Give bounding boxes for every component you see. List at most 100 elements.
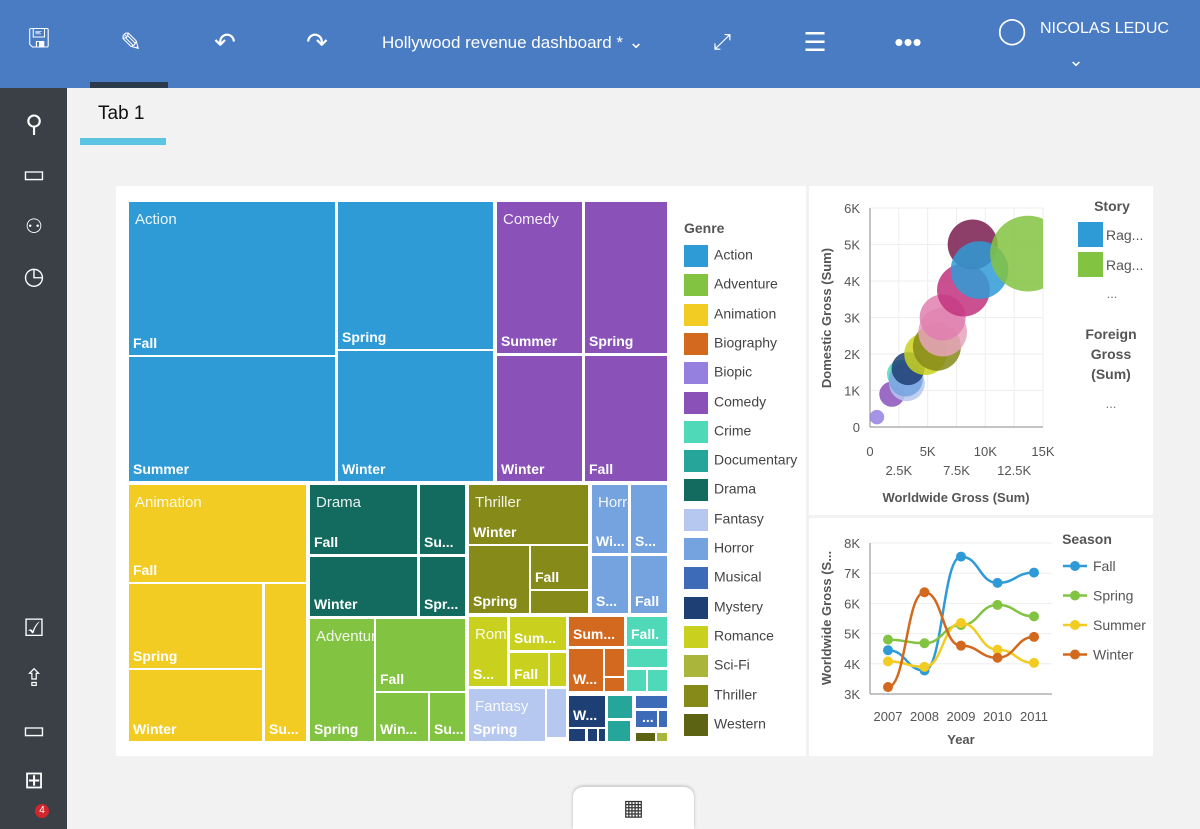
treemap-tile-animation[interactable]: Spring bbox=[129, 584, 262, 668]
treemap-tile-romance[interactable]: Sum... bbox=[510, 617, 566, 650]
legend-item[interactable]: Fantasy bbox=[684, 508, 764, 531]
treemap-tile-drama[interactable]: Spr... bbox=[420, 557, 465, 616]
treemap-tile-musical[interactable] bbox=[636, 696, 667, 708]
treemap-tile-crime[interactable] bbox=[648, 670, 667, 691]
search-icon[interactable]: ⚲ bbox=[25, 110, 43, 138]
treemap-tile-crime[interactable] bbox=[627, 670, 646, 691]
treemap-tile-horror[interactable]: S... bbox=[592, 556, 628, 613]
legend-item[interactable]: Musical bbox=[684, 567, 761, 590]
legend-item[interactable]: Biopic bbox=[684, 362, 752, 385]
legend-swatch bbox=[684, 274, 708, 297]
treemap-tile-action[interactable]: Summer bbox=[129, 357, 335, 481]
sliders-icon[interactable]: ☰ bbox=[803, 26, 827, 57]
treemap-tile-comedy[interactable]: Spring bbox=[585, 202, 667, 353]
folder-icon[interactable]: ▭ bbox=[22, 160, 46, 188]
user-chevron-icon[interactable]: ⌄ bbox=[1068, 49, 1084, 70]
save-icon[interactable]: 🖫 bbox=[27, 23, 51, 53]
comment-icon[interactable]: ▭ bbox=[22, 716, 46, 744]
tile-label: Winter bbox=[133, 721, 177, 737]
treemap-tile-fantasy[interactable]: Fantasy Spring bbox=[469, 689, 545, 741]
legend-label: Crime bbox=[714, 422, 752, 439]
treemap-tile-fantasy[interactable] bbox=[547, 689, 566, 737]
treemap-tile-western[interactable] bbox=[636, 733, 655, 741]
table-icon[interactable]: ▦ bbox=[573, 787, 694, 829]
treemap-tile-adventure[interactable]: Adventure Spring bbox=[310, 619, 374, 741]
legend-item[interactable]: Drama bbox=[684, 479, 756, 502]
treemap-tile-horror[interactable]: Fall bbox=[631, 556, 667, 613]
legend-item[interactable]: Thriller bbox=[684, 684, 757, 707]
treemap-tile-musical[interactable] bbox=[659, 711, 667, 727]
treemap-tile-comedy[interactable]: Winter bbox=[497, 356, 582, 481]
tab-1[interactable]: Tab 1 bbox=[98, 103, 145, 124]
legend-item[interactable]: Action bbox=[684, 245, 753, 267]
legend-item[interactable]: Crime bbox=[684, 420, 752, 443]
clock-icon[interactable]: ◷ bbox=[23, 262, 45, 290]
treemap-tile-adventure[interactable]: Su... bbox=[430, 693, 465, 741]
treemap-tile-crime[interactable] bbox=[627, 649, 667, 667]
legend-item[interactable]: Comedy bbox=[684, 391, 766, 414]
treemap-tile-thriller[interactable]: Fall bbox=[531, 546, 588, 589]
user-icon[interactable]: ◯ bbox=[997, 14, 1027, 45]
legend-item[interactable]: Western bbox=[684, 713, 766, 736]
treemap-tile-animation[interactable]: Su... bbox=[265, 584, 306, 741]
treemap-tile-horror[interactable]: Horror Wi... bbox=[592, 485, 628, 553]
treemap-tile-action[interactable]: Action Fall bbox=[129, 202, 335, 355]
treemap-tile-comedy[interactable]: Comedy Summer bbox=[497, 202, 582, 353]
treemap-tile-biography[interactable] bbox=[605, 649, 624, 676]
treemap-tile-adventure[interactable]: Win... bbox=[376, 693, 428, 741]
treemap-tile-thriller[interactable] bbox=[531, 591, 588, 613]
treemap-tile-mystery[interactable] bbox=[569, 729, 585, 741]
dashboard-title[interactable]: Hollywood revenue dashboard * bbox=[382, 33, 623, 52]
treemap-tile-documentary[interactable] bbox=[608, 696, 632, 718]
people-icon[interactable]: ⚇ bbox=[25, 215, 43, 238]
tile-label: Fall bbox=[314, 534, 339, 550]
legend-item[interactable]: Sci-Fi bbox=[684, 655, 750, 678]
treemap-tile-documentary[interactable] bbox=[608, 721, 630, 741]
treemap-tile-horror[interactable]: S... bbox=[631, 485, 667, 553]
legend-swatch bbox=[684, 391, 708, 414]
treemap-tile-romance[interactable]: Romance S... bbox=[469, 617, 507, 686]
treemap-tile-drama[interactable]: Su... bbox=[420, 485, 465, 554]
tile-label: Summer bbox=[501, 333, 558, 349]
treemap-tile-mystery[interactable] bbox=[599, 729, 605, 741]
undo-icon[interactable]: ↶ bbox=[214, 26, 236, 57]
upload-icon[interactable]: ⇪ bbox=[23, 664, 45, 692]
treemap-tile-biography[interactable] bbox=[605, 678, 624, 691]
treemap-tile-romance[interactable] bbox=[550, 653, 566, 686]
treemap-tile-mystery[interactable] bbox=[588, 729, 597, 741]
treemap-tile-musical[interactable]: ... bbox=[636, 711, 657, 727]
treemap-tile-romance[interactable]: Fall bbox=[510, 653, 548, 686]
pencil-icon[interactable]: ✎ bbox=[120, 26, 142, 57]
legend-item[interactable]: Documentary bbox=[684, 450, 797, 473]
add-panel-icon[interactable]: ⊞ bbox=[23, 766, 45, 794]
legend-item[interactable]: Horror bbox=[684, 538, 754, 560]
legend-item[interactable]: Biography bbox=[684, 332, 777, 355]
treemap-tile-mystery[interactable]: W... bbox=[569, 696, 605, 727]
treemap-tile-action[interactable]: Spring bbox=[338, 202, 493, 349]
treemap-tile-biography[interactable]: Sum... bbox=[569, 617, 624, 646]
legend-item[interactable]: Animation bbox=[684, 303, 776, 326]
treemap-tile-action[interactable]: Winter bbox=[338, 351, 493, 481]
legend-item[interactable]: Adventure bbox=[684, 274, 778, 297]
more-icon[interactable]: ••• bbox=[894, 26, 922, 57]
treemap-tile-drama[interactable]: Drama Fall bbox=[310, 485, 417, 554]
treemap-tile-biography[interactable]: W... bbox=[569, 649, 603, 691]
treemap-tile-animation[interactable]: Winter bbox=[129, 670, 262, 741]
treemap-tile-comedy[interactable]: Fall bbox=[585, 356, 667, 481]
checkmark-user-icon[interactable]: ☑ bbox=[23, 614, 45, 642]
treemap-tile-crime[interactable]: Fall. bbox=[627, 617, 667, 646]
treemap-tile-animation[interactable]: Animation Fall bbox=[129, 485, 306, 582]
legend-item[interactable]: Mystery bbox=[684, 596, 763, 619]
treemap-tile-thriller[interactable]: Thriller Winter bbox=[469, 485, 588, 544]
legend-item[interactable]: Romance bbox=[684, 625, 774, 648]
user-name[interactable]: NICOLAS LEDUC bbox=[1040, 20, 1169, 37]
treemap-tile-drama[interactable]: Winter bbox=[310, 557, 417, 616]
treemap-tile-sci-fi[interactable] bbox=[657, 733, 667, 741]
legend-title: Genre bbox=[684, 220, 725, 236]
treemap-tile-adventure[interactable]: Fall bbox=[376, 619, 465, 691]
redo-icon[interactable]: ↷ bbox=[306, 26, 328, 57]
fullscreen-icon[interactable]: ⤢ bbox=[713, 29, 731, 54]
chevron-down-icon[interactable]: ⌄ bbox=[628, 31, 644, 52]
tile-label: Sum... bbox=[514, 630, 557, 646]
treemap-tile-thriller[interactable]: Spring bbox=[469, 546, 529, 613]
